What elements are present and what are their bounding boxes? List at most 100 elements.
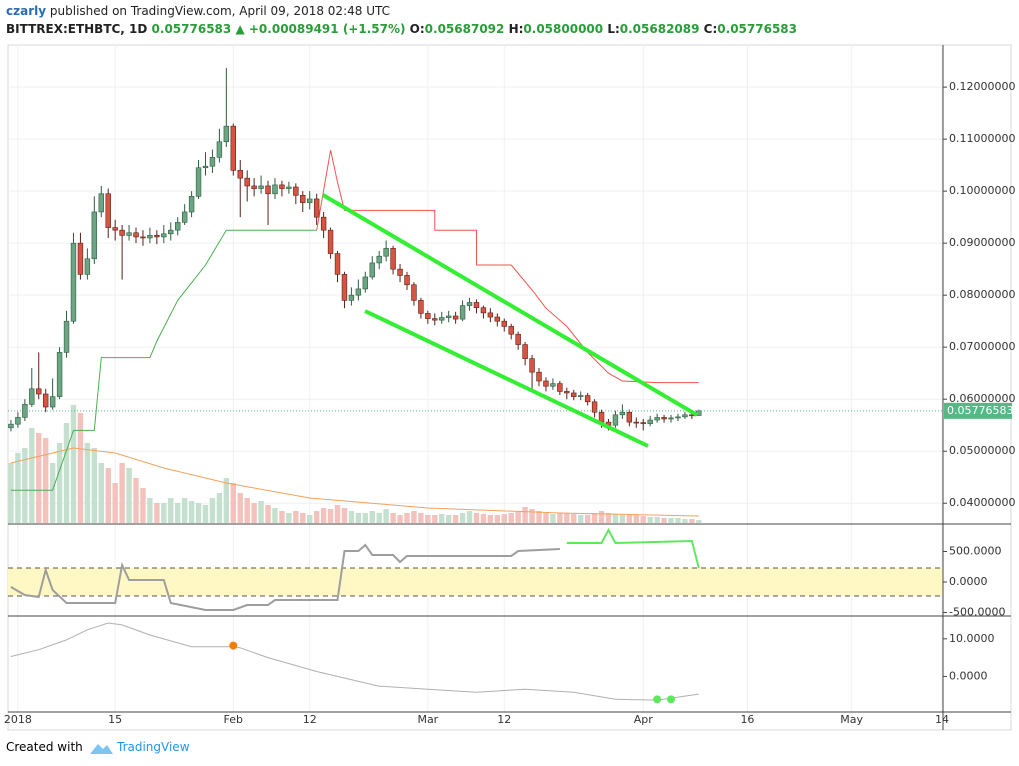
y-tick-label: 0.09000000 <box>949 236 1015 249</box>
volume-bar <box>98 462 104 523</box>
volume-bar <box>696 519 702 523</box>
candle-body <box>77 242 84 275</box>
candle-body <box>459 305 466 320</box>
volume-bar <box>300 512 306 523</box>
candle-body <box>445 315 452 318</box>
candle-body <box>195 167 202 197</box>
volume-bar <box>654 516 660 523</box>
volume-bar <box>619 514 626 523</box>
candle-body <box>598 411 605 423</box>
volume-bar <box>286 512 292 523</box>
y-tick-label: 500.0000 <box>949 544 1002 557</box>
volume-bar <box>230 482 236 523</box>
volume-bar <box>8 462 14 523</box>
candle-body <box>223 125 230 143</box>
candle-body <box>584 395 591 403</box>
volume-bar <box>522 506 528 523</box>
volume-bar <box>390 512 396 523</box>
candle-body <box>612 414 619 426</box>
volume-bar <box>112 482 118 523</box>
candle-body <box>147 235 153 239</box>
x-tick-label: Apr <box>634 713 654 726</box>
volume-bar <box>133 477 139 523</box>
x-tick-label: Mar <box>417 713 438 726</box>
volume-bar <box>56 442 63 523</box>
volume-bar <box>626 514 633 523</box>
candle-body <box>508 326 514 335</box>
candle-body <box>487 312 494 318</box>
volume-bar <box>175 502 181 523</box>
volume-bar <box>459 512 466 523</box>
trend-line <box>321 193 699 417</box>
candle-body <box>133 232 139 238</box>
candle-body <box>466 302 473 306</box>
change: +0.00089491 (+1.57%) <box>248 22 406 36</box>
candle-body <box>84 258 91 275</box>
candle-body <box>550 383 556 387</box>
candle-body <box>286 186 292 189</box>
candle-body <box>188 196 195 213</box>
candle-body <box>675 416 681 419</box>
candle-body <box>577 395 584 397</box>
candle-body <box>154 235 160 238</box>
candle-body <box>668 417 674 420</box>
candle-body <box>42 393 49 408</box>
candle-body <box>661 417 667 420</box>
candle-body <box>418 300 424 314</box>
x-tick-label: Feb <box>224 713 243 726</box>
candle-body <box>501 320 507 327</box>
signal-dot <box>653 695 662 704</box>
volume-bar <box>244 497 250 523</box>
volume-bar <box>15 452 21 523</box>
published: published on TradingView.com, April 09, … <box>49 4 390 18</box>
x-tick-label: 12 <box>303 713 317 726</box>
candle-body <box>591 401 598 413</box>
volume-bar <box>536 510 542 523</box>
volume-bar <box>362 512 369 523</box>
candle-body <box>168 229 174 235</box>
volume-bar <box>543 512 549 523</box>
candle-body <box>112 227 118 231</box>
candle-body <box>425 313 431 319</box>
candle-body <box>244 177 250 187</box>
x-tick-label: 14 <box>935 713 949 726</box>
volume-bar <box>487 514 494 523</box>
candle-body <box>202 165 209 169</box>
volume-bar <box>341 507 348 523</box>
volume-bar <box>383 508 389 523</box>
candle-body <box>515 333 521 345</box>
created-with: Created with <box>6 740 83 754</box>
volume-bar <box>591 512 598 523</box>
candle-body <box>473 302 480 308</box>
candle-body <box>327 229 334 254</box>
volume-bar <box>404 512 410 523</box>
y-tick-label: 10.0000 <box>949 632 995 645</box>
candle-body <box>36 388 42 395</box>
candle-body <box>22 404 28 418</box>
x-tick-label: 15 <box>108 713 122 726</box>
volume-bar <box>397 514 403 523</box>
candle-body <box>654 417 660 421</box>
volume-bar <box>313 510 320 523</box>
drawings <box>321 193 699 448</box>
candle-body <box>383 248 389 257</box>
candle-body <box>63 320 70 353</box>
arrow: ▲ <box>235 22 245 36</box>
volume-bar <box>307 514 313 523</box>
volume-bar <box>77 412 84 523</box>
volume-bar <box>418 512 424 523</box>
volume-bar <box>327 508 334 523</box>
candle-body <box>619 411 626 416</box>
volume-bar <box>668 517 674 523</box>
volume-bar <box>293 510 299 523</box>
publish-line: czarly published on TradingView.com, Apr… <box>6 4 390 18</box>
y-tick-label: 0.0000 <box>949 669 988 682</box>
indicator-line <box>10 543 560 611</box>
candle-body <box>640 422 646 424</box>
candle-body <box>175 222 181 231</box>
volume-bar <box>265 504 271 523</box>
candle-body <box>633 421 639 424</box>
channel-line <box>316 149 699 384</box>
volume-bar <box>557 512 563 523</box>
